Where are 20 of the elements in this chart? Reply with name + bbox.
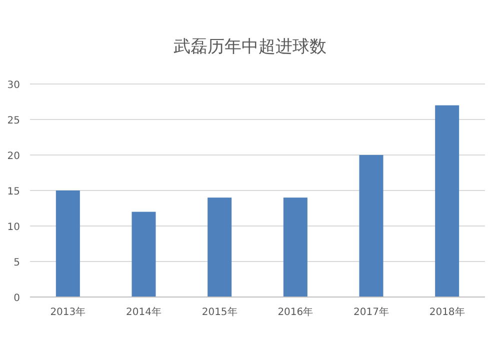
y-tick-label: 10 xyxy=(7,222,20,233)
chart-title: 武磊历年中超进球数 xyxy=(174,37,326,57)
bar xyxy=(359,155,384,297)
x-tick-label: 2014年 xyxy=(126,306,162,318)
y-tick-label: 5 xyxy=(14,258,20,268)
y-tick-label: 30 xyxy=(7,80,20,91)
x-tick-label: 2013年 xyxy=(50,306,86,318)
y-tick-label: 15 xyxy=(7,186,20,198)
x-tick-label: 2015年 xyxy=(202,306,238,318)
x-tick-label: 2016年 xyxy=(278,306,314,318)
y-tick-label: 25 xyxy=(7,116,20,126)
y-tick-label: 0 xyxy=(14,293,20,304)
y-tick-label: 20 xyxy=(7,151,20,162)
bar xyxy=(435,105,460,297)
x-tick-label: 2017年 xyxy=(354,306,389,318)
bar xyxy=(132,212,156,297)
bar xyxy=(56,190,80,297)
bar xyxy=(208,198,232,297)
x-tick-label: 2018年 xyxy=(429,306,465,318)
bar xyxy=(283,198,308,297)
